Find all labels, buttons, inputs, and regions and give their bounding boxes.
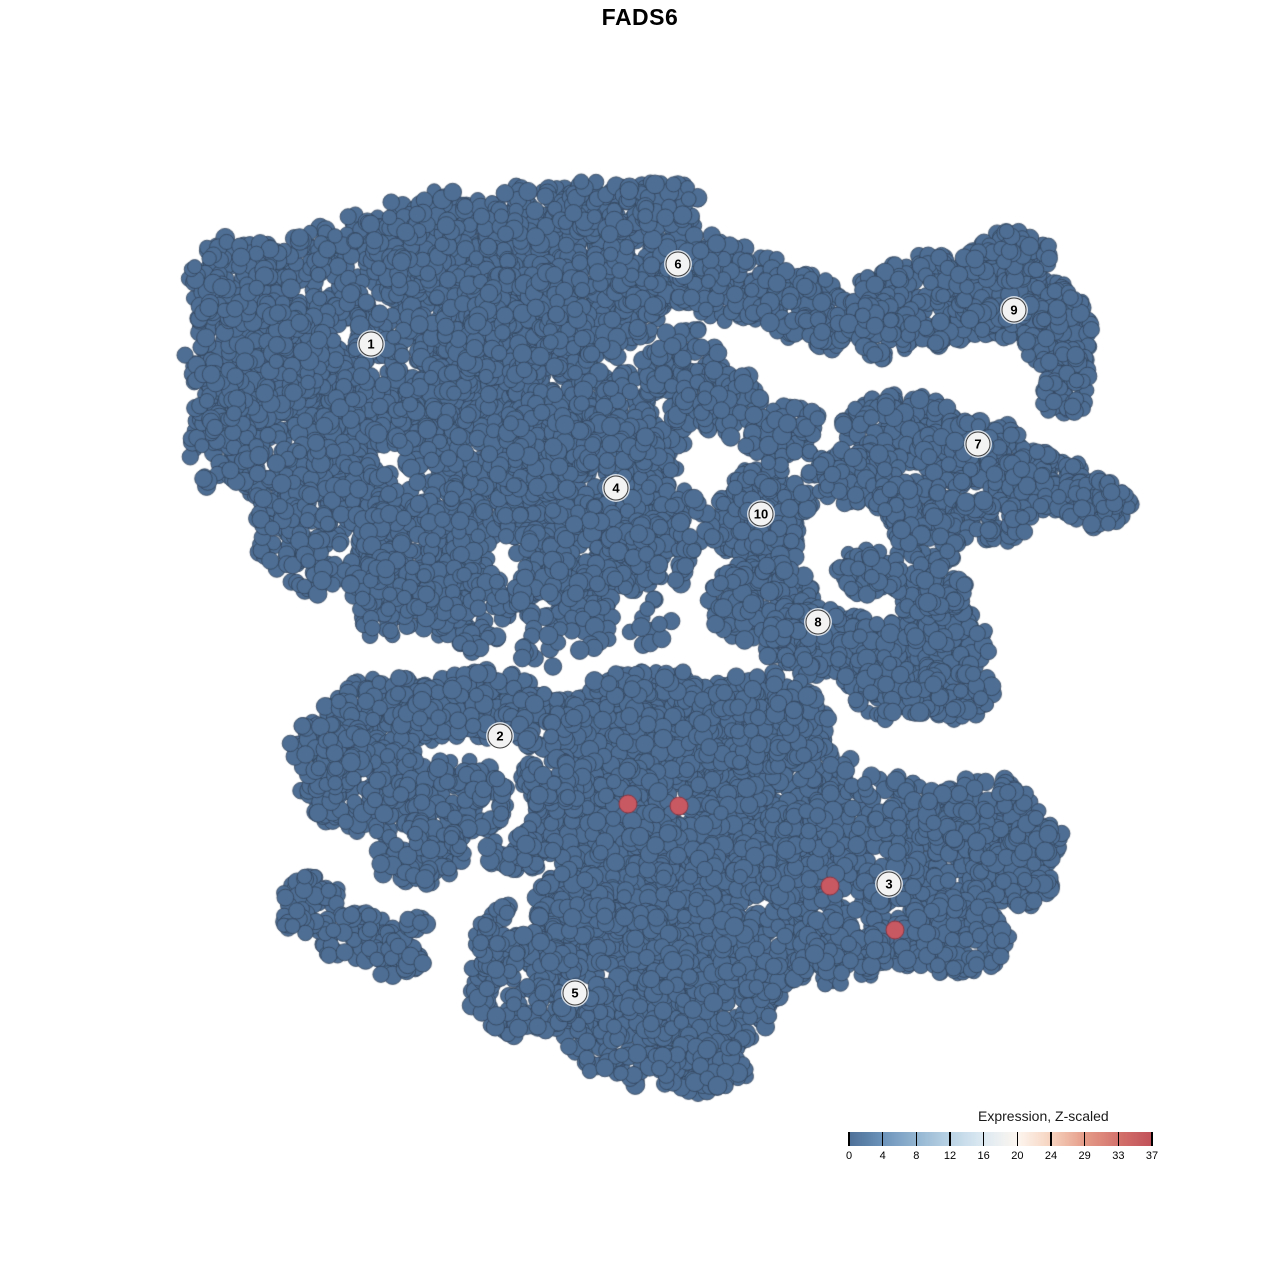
colorbar-tick-label: 20 <box>1011 1150 1024 1162</box>
cluster-label-7: 7 <box>965 431 991 457</box>
cluster-label-2: 2 <box>487 723 513 749</box>
colorbar-tick-label: 24 <box>1044 1150 1058 1162</box>
colorbar-tick <box>915 1132 918 1146</box>
colorbar-tick <box>1050 1132 1052 1146</box>
colorbar-tick <box>949 1132 951 1146</box>
cluster-label-10: 10 <box>748 501 774 527</box>
cluster-label-3: 3 <box>876 871 902 897</box>
colorbar-tick <box>982 1132 985 1146</box>
colorbar-tick-label: 33 <box>1112 1150 1125 1162</box>
colorbar-tick <box>848 1132 850 1146</box>
legend-title: Expression, Z-scaled <box>978 1108 1109 1124</box>
colorbar-tick-label: 4 <box>879 1150 886 1162</box>
cluster-label-6: 6 <box>665 251 691 277</box>
cluster-label-1: 1 <box>358 331 384 357</box>
cluster-label-9: 9 <box>1001 297 1027 323</box>
cluster-label-8: 8 <box>805 609 831 635</box>
colorbar-gradient <box>848 1132 1153 1146</box>
colorbar-tick-label: 16 <box>977 1150 990 1162</box>
colorbar-tick-label: 8 <box>913 1150 920 1162</box>
colorbar-tick-label: 12 <box>943 1150 957 1162</box>
colorbar-tick-label: 37 <box>1145 1150 1159 1162</box>
colorbar-tick <box>1016 1132 1019 1146</box>
cluster-label-4: 4 <box>603 475 629 501</box>
cluster-label-5: 5 <box>562 980 588 1006</box>
colorbar-tick <box>1117 1132 1120 1146</box>
colorbar-tick <box>1151 1132 1153 1146</box>
colorbar-tick <box>1083 1132 1086 1146</box>
colorbar-tick <box>881 1132 884 1146</box>
colorbar-tick-label: 29 <box>1078 1150 1091 1162</box>
colorbar-tick-label: 0 <box>845 1150 853 1162</box>
